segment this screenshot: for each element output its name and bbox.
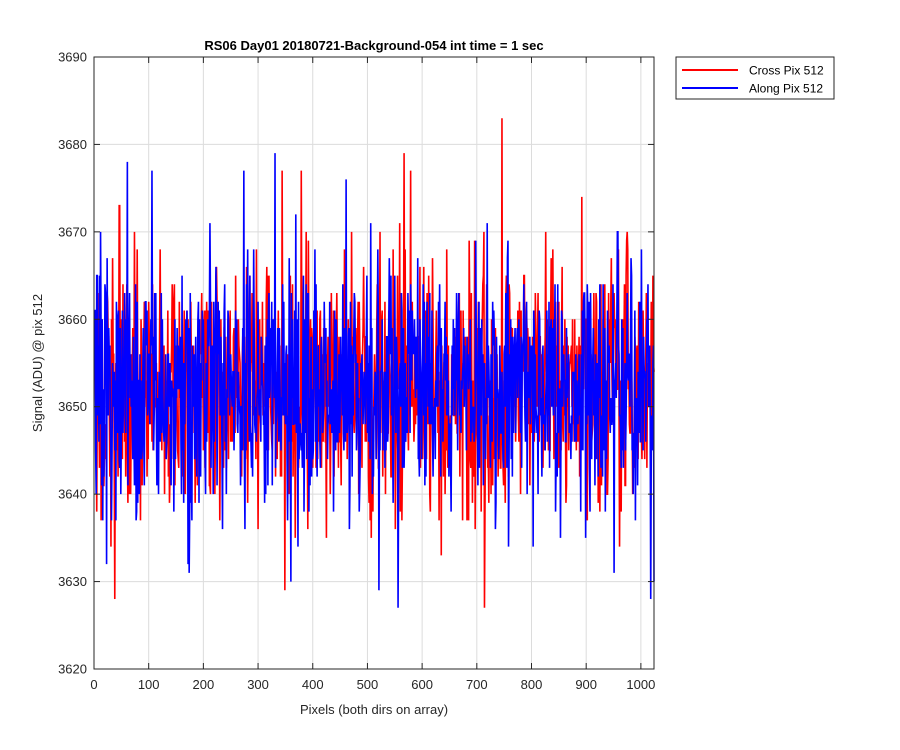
- x-tick-label: 700: [466, 677, 488, 692]
- axes-box: [93, 56, 655, 670]
- y-tick-label: 3680: [58, 137, 87, 152]
- series-line-1: [94, 153, 655, 608]
- x-tick-label: 400: [302, 677, 324, 692]
- y-tick-label: 3640: [58, 487, 87, 502]
- x-tick-label: 800: [521, 677, 543, 692]
- x-axis-label: Pixels (both dirs on array): [300, 702, 448, 717]
- y-tick-label: 3690: [58, 50, 87, 65]
- legend-box: [675, 56, 835, 100]
- y-tick-label: 3670: [58, 224, 87, 239]
- x-tick-label: 900: [575, 677, 597, 692]
- y-axis-label: Signal (ADU) @ pix 512: [30, 294, 45, 432]
- y-tick-label: 3650: [58, 399, 87, 414]
- x-tick-label: 1000: [626, 677, 655, 692]
- legend-label-cross: Cross Pix 512: [749, 64, 824, 78]
- x-tick-label: 600: [411, 677, 433, 692]
- x-tick-label: 500: [357, 677, 379, 692]
- chart-title: RS06 Day01 20180721-Background-054 int t…: [204, 38, 543, 53]
- y-tick-label: 3660: [58, 312, 87, 327]
- x-tick-label: 300: [247, 677, 269, 692]
- y-tick-label: 3630: [58, 574, 87, 589]
- legend-label-along: Along Pix 512: [749, 82, 823, 96]
- ticks: 0 100 200 300 400 500 600 700 800 900 1000 3620 3630…: [58, 50, 655, 693]
- x-tick-label: 0: [90, 677, 97, 692]
- legend: Cross Pix 512 Along Pix 512: [675, 56, 835, 100]
- y-tick-label: 3620: [58, 662, 87, 677]
- series-layer: [93, 118, 655, 608]
- x-tick-label: 200: [193, 677, 215, 692]
- x-tick-label: 100: [138, 677, 160, 692]
